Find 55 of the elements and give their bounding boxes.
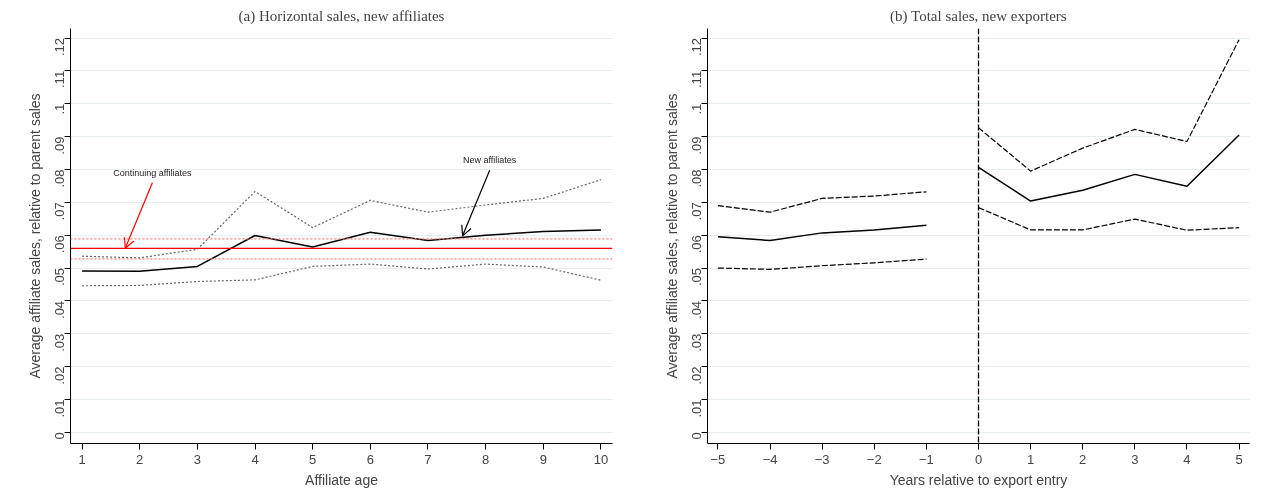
chart-title: (b) Total sales, new exporters bbox=[890, 7, 1067, 25]
y-tick-label: .04 bbox=[52, 300, 67, 319]
y-tick-label: 0 bbox=[52, 432, 67, 440]
y-tick-label: .04 bbox=[689, 300, 704, 319]
x-tick-label: 7 bbox=[424, 451, 432, 467]
annotation: Continuing affiliates bbox=[113, 167, 193, 178]
y-tick-label: .01 bbox=[52, 399, 67, 418]
y-tick-label: .1 bbox=[689, 103, 704, 115]
y-tick-label: .08 bbox=[52, 169, 67, 188]
x-tick-label: 2 bbox=[136, 451, 144, 467]
y-tick-label: .09 bbox=[689, 136, 704, 155]
y-tick-label: .01 bbox=[689, 399, 704, 418]
y-tick-label: .06 bbox=[52, 235, 67, 254]
x-tick-label: 0 bbox=[974, 451, 983, 467]
y-tick-label: .12 bbox=[689, 38, 704, 57]
x-tick-label: 2 bbox=[1079, 451, 1087, 467]
x-tick-label: 5 bbox=[309, 451, 317, 467]
x-tick-label: −5 bbox=[710, 451, 726, 467]
y-tick-label: .1 bbox=[52, 103, 67, 115]
y-tick-label: .08 bbox=[689, 169, 704, 188]
y-tick-label: .05 bbox=[52, 268, 67, 287]
y-tick-label: .03 bbox=[52, 333, 67, 352]
y-tick-label: .05 bbox=[689, 268, 704, 287]
x-tick-label: 1 bbox=[78, 451, 86, 467]
y-tick-label: .07 bbox=[52, 202, 67, 221]
y-tick-label: .09 bbox=[52, 136, 67, 155]
x-tick-label: 5 bbox=[1235, 451, 1243, 467]
y-tick-label: .11 bbox=[689, 70, 704, 88]
x-tick-label: 3 bbox=[193, 451, 201, 467]
x-tick-label: −2 bbox=[866, 451, 882, 467]
x-tick-label: 9 bbox=[539, 451, 547, 467]
x-tick-label: 8 bbox=[482, 451, 490, 467]
x-tick-label: 3 bbox=[1131, 451, 1139, 467]
y-tick-label: .02 bbox=[689, 366, 704, 385]
y-tick-label: .06 bbox=[689, 235, 704, 254]
y-tick-label: .12 bbox=[52, 38, 67, 57]
chart-title: (a) Horizontal sales, new affiliates bbox=[238, 7, 445, 25]
y-tick-label: .07 bbox=[689, 202, 704, 221]
y-axis-title: Average affiliate sales, relative to parent sales bbox=[26, 93, 43, 379]
x-tick-label: −1 bbox=[918, 451, 934, 467]
y-tick-label: .02 bbox=[52, 366, 67, 385]
x-tick-label: 4 bbox=[1183, 451, 1191, 467]
x-tick-label: 6 bbox=[366, 451, 374, 467]
x-tick-label: 1 bbox=[1027, 451, 1035, 467]
x-tick-label: 4 bbox=[251, 451, 259, 467]
x-tick-label: −3 bbox=[814, 451, 830, 467]
y-axis-title: Average affiliate sales, relative to parent sales bbox=[663, 93, 680, 379]
x-axis-title: Years relative to export entry bbox=[889, 471, 1068, 488]
annotation: New affiliates bbox=[463, 155, 517, 166]
x-tick-label: −4 bbox=[762, 451, 778, 467]
y-tick-label: 0 bbox=[689, 432, 704, 440]
y-tick-label: .03 bbox=[689, 333, 704, 352]
x-axis-title: Affiliate age bbox=[305, 471, 379, 488]
x-tick-label: 10 bbox=[593, 451, 609, 467]
y-tick-label: .11 bbox=[52, 70, 67, 88]
